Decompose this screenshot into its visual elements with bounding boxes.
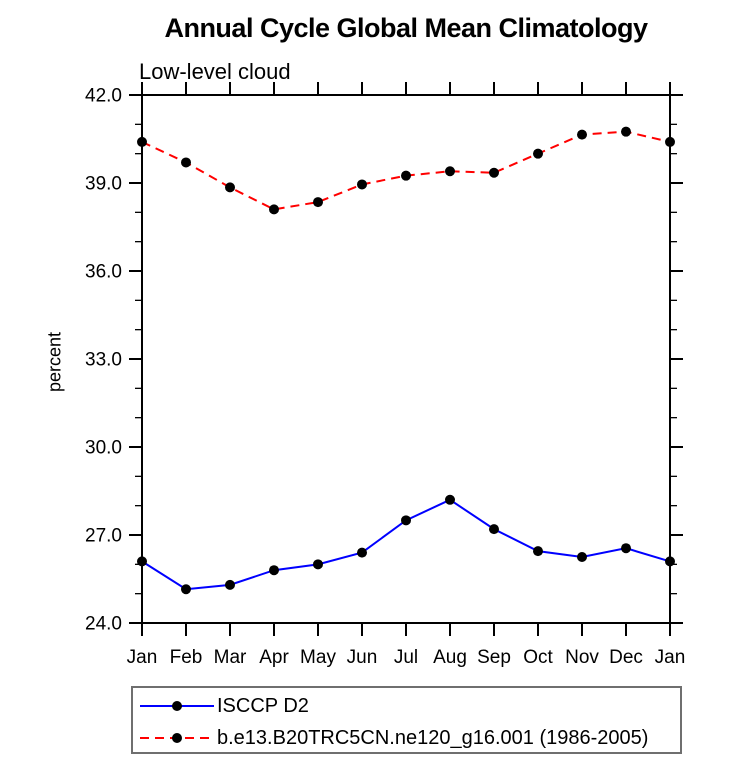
y-tick-label: 27.0 [85, 526, 122, 547]
data-point-marker [489, 524, 499, 535]
data-point-marker [269, 204, 279, 215]
x-axis-tick-labels: Jan Feb Mar Apr May Jun Jul Aug Sep Oct Nov Dec Jan [127, 647, 686, 668]
data-point-marker [621, 126, 631, 137]
legend-item-isccp-d2: ISCCP D2 [139, 695, 309, 717]
data-point-marker [401, 170, 411, 181]
data-point-marker [225, 579, 235, 590]
x-axis-ticks [141, 82, 671, 636]
legend-dashed-line-marker-icon [140, 733, 214, 743]
data-point-marker [181, 584, 191, 595]
x-tick-label: Jun [347, 647, 378, 668]
chart-subtitle: Low-level cloud [139, 59, 291, 84]
data-point-marker [357, 547, 367, 558]
data-point-marker [401, 515, 411, 526]
data-point-marker [137, 136, 147, 147]
y-tick-label: 42.0 [85, 86, 122, 107]
x-tick-label: May [300, 647, 336, 668]
x-tick-label: Feb [170, 647, 203, 668]
x-tick-label: Jan [127, 647, 158, 668]
x-tick-label: Apr [259, 647, 289, 668]
y-tick-label: 33.0 [85, 350, 122, 371]
x-tick-label: Mar [214, 647, 247, 668]
x-tick-label: Sep [477, 647, 511, 668]
data-point-marker [269, 565, 279, 576]
data-point-marker [137, 556, 147, 567]
x-tick-label: Jan [655, 647, 686, 668]
series-isccp-d2 [137, 494, 675, 595]
data-point-marker [665, 556, 675, 567]
data-point-marker [533, 546, 543, 557]
x-tick-label: Aug [433, 647, 467, 668]
y-tick-label: 39.0 [85, 174, 122, 195]
data-point-marker [621, 543, 631, 554]
y-tick-label: 24.0 [85, 614, 122, 635]
x-tick-label: Nov [565, 647, 599, 668]
y-tick-label: 30.0 [85, 438, 122, 459]
data-point-marker [577, 129, 587, 140]
data-point-marker [313, 559, 323, 570]
data-point-marker [533, 148, 543, 159]
series-line [141, 498, 671, 591]
x-tick-label: Oct [523, 647, 553, 668]
data-point-marker [445, 494, 455, 505]
data-point-marker [313, 197, 323, 208]
legend-box: ISCCP D2 b.e13.B20TRC5CN.ne120_g16.001 (… [131, 686, 682, 754]
data-point-marker [489, 167, 499, 178]
legend-item-model-run: b.e13.B20TRC5CN.ne120_g16.001 (1986-2005… [139, 727, 648, 749]
data-point-marker [225, 182, 235, 193]
legend-label-model-run: b.e13.B20TRC5CN.ne120_g16.001 (1986-2005… [217, 726, 649, 749]
series-line [141, 130, 671, 211]
data-point-marker [181, 157, 191, 168]
legend-label-isccp-d2: ISCCP D2 [217, 694, 309, 717]
data-point-marker [577, 552, 587, 562]
data-point-marker [445, 166, 455, 177]
x-tick-label: Jul [394, 647, 418, 668]
y-tick-label: 36.0 [85, 262, 122, 283]
data-point-marker [357, 179, 367, 190]
series-model-run [137, 126, 675, 215]
chart-title: Annual Cycle Global Mean Climatology [164, 13, 648, 43]
x-tick-label: Dec [609, 647, 643, 668]
y-axis-tick-labels: 24.0 27.0 30.0 33.0 36.0 39.0 42.0 [85, 86, 122, 635]
data-point-marker [665, 136, 675, 147]
legend-solid-line-marker-icon [140, 701, 214, 711]
